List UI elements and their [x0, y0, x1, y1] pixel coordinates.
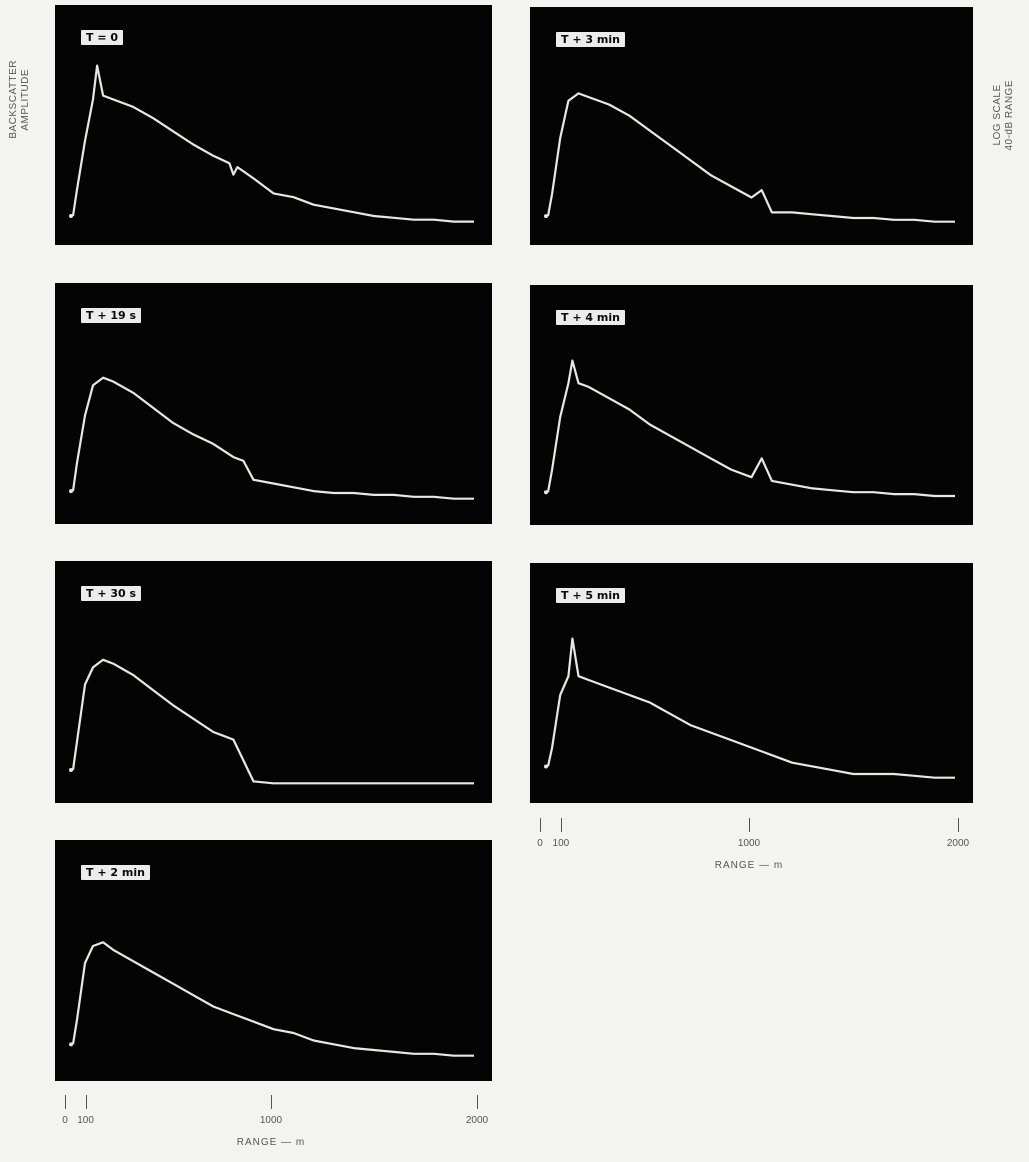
- tick-label-1000: 1000: [737, 838, 761, 849]
- range-axis-title: RANGE — m: [714, 860, 784, 871]
- backscatter-trace: [71, 658, 474, 785]
- right-axis-label-line-2: 40-dB RANGE: [1004, 80, 1015, 151]
- backscatter-trace: [546, 637, 955, 779]
- range-axis-title: RANGE — m: [236, 1137, 306, 1148]
- panel-t-2min: T + 2 min: [55, 840, 492, 1081]
- tick-mark-0: [65, 1095, 66, 1109]
- trace-start-point: [544, 214, 548, 219]
- trace-area: [69, 941, 474, 1057]
- panel-label: T + 3 min: [556, 32, 625, 47]
- left-axis-label: BACKSCATTER AMPLITUDE: [8, 60, 32, 139]
- left-axis-label-line-2: AMPLITUDE: [20, 68, 31, 131]
- panel-label: T + 5 min: [556, 588, 625, 603]
- panel-label: T + 4 min: [556, 310, 625, 325]
- panel-label: T = 0: [81, 30, 124, 45]
- tick-mark-2000: [477, 1095, 478, 1109]
- tick-label-2000: 2000: [465, 1115, 489, 1126]
- backscatter-trace: [546, 92, 955, 223]
- panel-label: T + 30 s: [81, 586, 142, 601]
- trace-area: [69, 658, 474, 785]
- trace-start-point: [544, 764, 548, 769]
- trace-start-point: [69, 768, 73, 772]
- panel-t-30s: T + 30 s: [55, 561, 492, 803]
- panel-t-4min: T + 4 min: [530, 285, 973, 525]
- backscatter-trace: [71, 941, 474, 1057]
- trace-start-point: [544, 490, 548, 495]
- backscatter-trace: [546, 359, 955, 498]
- range-axis-right: 0 100 1000 2000 RANGE — m: [537, 818, 969, 878]
- trace-start-point: [69, 1042, 73, 1047]
- trace-area: [69, 64, 474, 223]
- right-axis-label-line-1: LOG SCALE: [992, 84, 1003, 146]
- tick-mark-0: [540, 818, 541, 832]
- tick-label-0: 0: [537, 838, 543, 849]
- panel-t-5min: T + 5 min: [530, 563, 973, 803]
- range-axis-left: 0 100 1000 2000 RANGE — m: [62, 1095, 488, 1155]
- right-axis-label: LOG SCALE 40-dB RANGE: [992, 80, 1016, 151]
- tick-label-100: 100: [552, 838, 570, 849]
- panel-label: T + 19 s: [81, 308, 142, 323]
- tick-label-2000: 2000: [946, 838, 970, 849]
- panel-t-19s: T + 19 s: [55, 283, 492, 524]
- panel-t-0: T = 0: [55, 5, 492, 245]
- backscatter-trace: [71, 64, 474, 223]
- trace-area: [544, 359, 955, 498]
- panel-t-3min: T + 3 min: [530, 7, 973, 245]
- panel-label: T + 2 min: [81, 865, 150, 880]
- tick-mark-100: [560, 818, 562, 832]
- tick-mark-2000: [958, 818, 959, 832]
- backscatter-trace: [71, 376, 474, 500]
- left-axis-label-line-1: BACKSCATTER: [8, 60, 19, 139]
- tick-label-100: 100: [77, 1115, 94, 1126]
- tick-mark-1000: [749, 818, 750, 832]
- tick-mark-1000: [271, 1095, 272, 1109]
- trace-area: [544, 637, 955, 779]
- tick-mark-100: [85, 1095, 87, 1109]
- trace-start-point: [69, 213, 73, 218]
- trace-start-point: [69, 489, 73, 494]
- trace-area: [544, 92, 955, 223]
- tick-label-0: 0: [62, 1115, 68, 1126]
- trace-area: [69, 376, 474, 500]
- tick-label-1000: 1000: [259, 1115, 283, 1126]
